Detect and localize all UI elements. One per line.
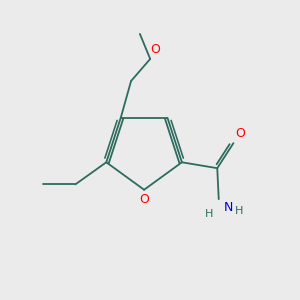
Text: N: N <box>224 201 233 214</box>
Text: H: H <box>205 209 214 219</box>
Text: O: O <box>150 43 160 56</box>
Text: O: O <box>235 127 245 140</box>
Text: H: H <box>235 206 243 216</box>
Text: O: O <box>139 193 149 206</box>
